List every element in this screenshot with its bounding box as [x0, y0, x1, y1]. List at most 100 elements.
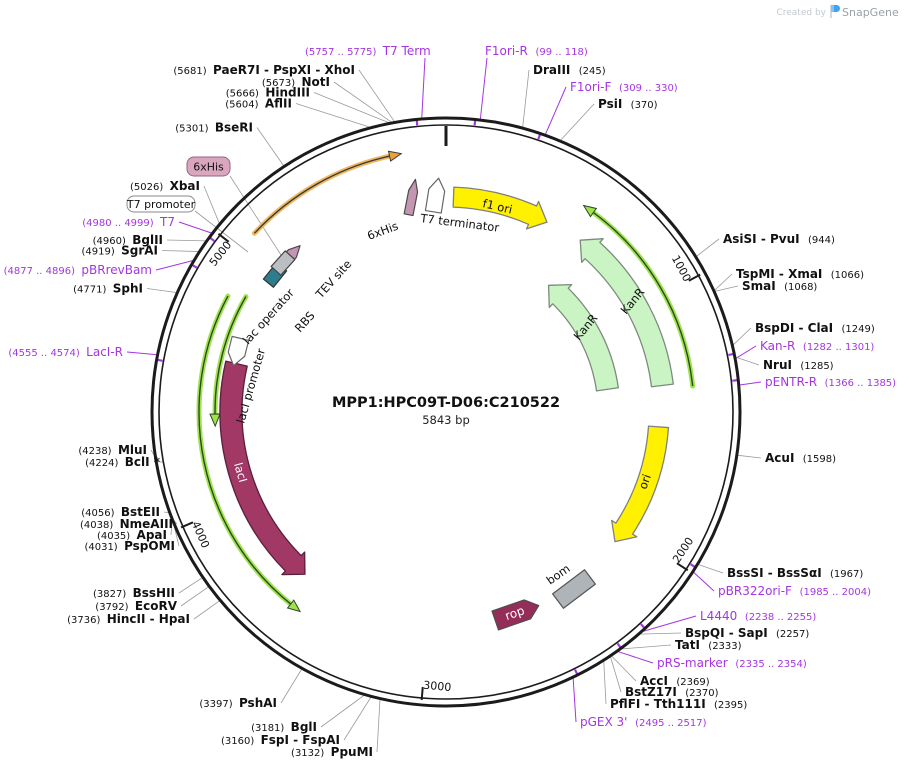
- leader-line: [522, 69, 530, 129]
- site-label-bstz17i[interactable]: BstZ17I (2370): [625, 685, 719, 699]
- snapgene-logo-icon: [830, 5, 841, 18]
- site-label-asisi-pvui[interactable]: AsiSI - PvuI (944): [723, 232, 835, 246]
- f1-ori-label[interactable]: f1 ori: [481, 196, 513, 216]
- site-label-pbr322ori-f[interactable]: pBR322ori-F (1985 .. 2004): [718, 584, 871, 598]
- site-label-hincii-hpai[interactable]: (3736) HincII - HpaI: [67, 612, 190, 626]
- plasmid-ring-outer[interactable]: [150, 116, 742, 708]
- leader-line: [544, 86, 567, 136]
- laci-orf-arrow[interactable]: [196, 293, 302, 613]
- laci-feature[interactable]: [219, 360, 306, 576]
- leader-line: [695, 238, 720, 258]
- site-label-bsshii[interactable]: (3827) BssHII: [93, 586, 175, 600]
- leader-line: [161, 250, 200, 252]
- site-label-prs-marker[interactable]: pRS-marker (2335 .. 2354): [657, 656, 807, 670]
- site-label-sphi[interactable]: (4771) SphI: [73, 282, 143, 296]
- orf-arrow-left-short[interactable]: [209, 294, 249, 428]
- t7-promoter-badge[interactable]: T7 promoter: [126, 195, 196, 213]
- site-label-bsteii[interactable]: (4056) BstEII: [81, 505, 160, 519]
- leader-line: [166, 239, 207, 242]
- kanr-feature-outer[interactable]: [579, 238, 674, 388]
- his-badge[interactable]: 6xHis: [186, 156, 231, 177]
- rbs-box[interactable]: [270, 250, 296, 276]
- leader-line: [180, 586, 210, 607]
- site-label-pshai[interactable]: (3397) PshAI: [199, 696, 277, 710]
- t7-terminator-arrow[interactable]: [424, 177, 446, 214]
- svg-text:6xHis: 6xHis: [193, 161, 224, 174]
- site-label-f1ori-r[interactable]: F1ori-R (99 .. 118): [485, 44, 588, 58]
- site-label-apai[interactable]: (4035) ApaI: [97, 528, 167, 542]
- his-tag-label[interactable]: 6xHis: [365, 219, 400, 243]
- site-label-acci[interactable]: AccI (2369): [640, 674, 710, 688]
- site-label-l4440[interactable]: L4440 (2238 .. 2255): [700, 609, 816, 623]
- site-label-nmeaiii[interactable]: (4038) NmeAIII: [80, 517, 173, 531]
- site-label-sgrai[interactable]: (4919) SgrAI: [81, 244, 158, 258]
- kanr-feature-inner[interactable]: [547, 283, 619, 392]
- ori-label[interactable]: ori: [636, 472, 654, 491]
- lac-operator-label[interactable]: lac operator: [240, 286, 297, 347]
- site-label-psii[interactable]: PsiI (370): [598, 97, 658, 111]
- rop-label[interactable]: rop: [503, 603, 526, 623]
- site-label-paer7i-pspxi-xhoi[interactable]: (5681) PaeR7I - PspXI - XhoI: [173, 63, 355, 77]
- leader-line: [734, 345, 757, 360]
- site-label-pflfi-tth111i[interactable]: PflFI - Tth111I (2395): [610, 697, 747, 711]
- site-label-mlui[interactable]: (4238) MluI: [78, 443, 147, 457]
- kanr-orf-arrow[interactable]: [582, 204, 696, 389]
- site-label-aflii[interactable]: (5604) AflII: [225, 97, 292, 111]
- site-label-t7[interactable]: (4980 .. 4999) T7: [82, 215, 175, 229]
- site-label-fspi-fspai[interactable]: (3160) FspI - FspAI: [221, 733, 340, 747]
- rop-arrow[interactable]: [491, 599, 540, 631]
- his-tag-arrow[interactable]: [403, 178, 419, 217]
- site-label-bseri[interactable]: (5301) BseRI: [175, 121, 253, 135]
- watermark-created-by: Created by: [776, 8, 826, 18]
- site-label-f1ori-f[interactable]: F1ori-F (309 .. 330): [570, 80, 678, 94]
- site-label-draiii[interactable]: DraIII (245): [533, 63, 606, 77]
- site-label-nrui[interactable]: NruI (1285): [763, 358, 834, 372]
- site-label-noti[interactable]: (5673) NotI: [262, 75, 330, 89]
- site-label-kan-r[interactable]: Kan-R (1282 .. 1301): [760, 339, 874, 353]
- leader-line: [203, 185, 221, 225]
- site-label-pentr-r[interactable]: pENTR-R (1366 .. 1385): [765, 375, 896, 389]
- site-label-bcli[interactable]: (4224) BclI *: [85, 455, 161, 469]
- f1-ori-feature[interactable]: [452, 186, 548, 230]
- tev-site-label[interactable]: TEV site: [312, 257, 354, 302]
- site-label-pgex-3[interactable]: pGEX 3' (2495 .. 2517): [580, 715, 707, 729]
- scale-tick: [420, 686, 424, 701]
- site-label-laci-r[interactable]: (4555 .. 4574) LacI-R: [8, 345, 123, 359]
- site-label-hindiii[interactable]: (5666) HindIII: [226, 86, 310, 100]
- site-label-acui[interactable]: AcuI (1598): [765, 451, 836, 465]
- site-label-ecorv[interactable]: (3792) EcoRV: [95, 599, 177, 613]
- leader-line: [421, 57, 426, 120]
- laci-promoter-arrow[interactable]: [227, 335, 250, 367]
- plasmid-ring-inner[interactable]: [158, 124, 734, 700]
- site-label-pbrrevbam[interactable]: (4877 .. 4896) pBRrevBam: [4, 263, 152, 277]
- bom-box[interactable]: [552, 569, 596, 609]
- t7-terminator-label[interactable]: T7 terminator: [419, 211, 500, 235]
- site-label-bspdi-clai[interactable]: BspDI - ClaI (1249): [755, 321, 875, 335]
- site-label-ppumi[interactable]: (3132) PpuMI: [291, 745, 373, 759]
- leader-line: [256, 127, 285, 167]
- leader-line: [193, 599, 221, 620]
- leader-line: [280, 668, 303, 704]
- ori-feature[interactable]: [611, 425, 670, 543]
- site-label-smai[interactable]: SmaI (1068): [742, 279, 817, 293]
- site-label-t7-term[interactable]: (5757 .. 5775) T7 Term: [305, 44, 431, 58]
- site-label-tspmi-xmai[interactable]: TspMI - XmaI (1066): [736, 267, 864, 281]
- leader-line: [178, 221, 213, 234]
- site-label-bspqi-sapi[interactable]: BspQI - SapI (2257): [685, 626, 809, 640]
- scale-tick: [688, 273, 701, 282]
- laci-label[interactable]: lacI: [231, 461, 250, 484]
- plasmid-size: 5843 bp: [422, 413, 470, 427]
- site-label-tati[interactable]: TatI (2333): [675, 638, 742, 652]
- rbs-label[interactable]: RBS: [292, 309, 318, 335]
- site-label-bgli[interactable]: (3181) BglI: [251, 720, 317, 734]
- site-label-xbai[interactable]: (5026) XbaI: [130, 179, 200, 193]
- site-label-bglii[interactable]: (4960) BglII: [93, 233, 163, 247]
- site-label-pspomi[interactable]: (4031) PspOMI: [84, 539, 175, 553]
- scale-tick: [217, 233, 230, 243]
- leader-line: [358, 69, 396, 123]
- leader-line: [333, 81, 393, 124]
- leader-line: [697, 563, 724, 574]
- site-label-bsssi-bsss-i[interactable]: BssSI - BssSαI (1967): [727, 566, 863, 580]
- t7-transcript-arrow[interactable]: [251, 150, 403, 236]
